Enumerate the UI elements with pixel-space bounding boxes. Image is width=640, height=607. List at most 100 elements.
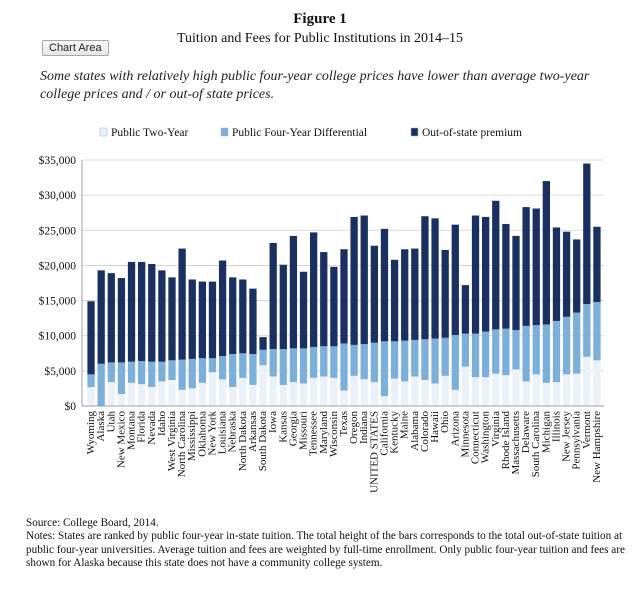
x-tick-label: UNITED STATES [368, 411, 380, 493]
chart-area-button[interactable]: Chart Area [42, 40, 109, 56]
bar-segment [279, 264, 287, 350]
bar-segment [512, 235, 520, 331]
bar-segment [259, 349, 267, 366]
bar-segment [573, 312, 581, 374]
bar-segment [117, 362, 126, 395]
bar-segment [542, 324, 550, 383]
bar-segment [320, 252, 328, 347]
bar-segment [138, 384, 146, 406]
bar-segment [461, 333, 470, 367]
bar-segment [229, 277, 237, 354]
chart-notes: Source: College Board, 2014. Notes: Stat… [26, 517, 626, 571]
bar-segment [97, 363, 105, 406]
bar-segment [330, 377, 338, 406]
bar-segment [158, 381, 166, 406]
x-tick-label: Iowa [267, 411, 279, 433]
x-tick-label: Colorado [419, 411, 431, 452]
bar-segment [188, 388, 196, 406]
bar-segment [552, 320, 561, 383]
bar-segment [299, 348, 308, 384]
x-tick-label: Utah [105, 411, 117, 433]
bar-segment [360, 379, 368, 406]
x-tick-label: Connecticut [470, 411, 482, 464]
bar-segment [310, 232, 318, 347]
y-tick-label: $10,000 [39, 330, 77, 343]
y-tick-label: $5,000 [44, 365, 76, 378]
x-tick-label: New Hampshire [591, 411, 603, 483]
bar-segment [482, 377, 490, 406]
bar-segment [360, 215, 368, 345]
x-tick-label: Delaware [520, 411, 532, 453]
x-tick-label: Nebraska [227, 411, 239, 453]
y-tick-label: $35,000 [39, 154, 77, 167]
bar-segment [593, 226, 601, 302]
bar-segment [380, 341, 389, 397]
bar-segment [451, 389, 459, 406]
x-tick-label: Indiana [358, 411, 370, 444]
bar-segment [542, 181, 550, 325]
legend-swatch-0 [99, 127, 108, 137]
x-tick-label: Ohio [439, 411, 451, 434]
bar-segment [411, 248, 419, 340]
bar-segment [370, 382, 378, 406]
legend-label-2: Out-of-state premium [422, 127, 522, 139]
bar-segment [269, 242, 277, 350]
bar-segment [310, 377, 318, 406]
bar-segment [502, 375, 510, 406]
bar-segment [87, 374, 95, 388]
bar-segment [482, 216, 490, 332]
bar-segment [421, 339, 429, 380]
bar-segment [188, 279, 196, 359]
bar-segment [259, 365, 267, 406]
y-tick-label: $25,000 [39, 224, 77, 237]
x-tick-label: Alaska [95, 411, 107, 442]
bar-segment [532, 374, 540, 406]
bar-segment [269, 376, 277, 406]
bar-segment [138, 261, 146, 362]
x-tick-label: Maryland [318, 411, 330, 454]
bar-segment [380, 396, 389, 406]
bar-segment [168, 360, 176, 380]
bar-segment [117, 278, 126, 363]
bar-segment [502, 223, 510, 329]
bar-segment [310, 346, 318, 378]
bar-segment [542, 382, 550, 406]
x-tick-label: Missouri [298, 411, 310, 450]
x-tick-label: Vermont [581, 411, 593, 449]
bar-segment [441, 375, 449, 406]
bar-segment [87, 387, 95, 406]
bar-segment [87, 301, 95, 375]
x-tick-label: Idaho [156, 411, 168, 437]
bar-segment [370, 342, 378, 383]
x-tick-label: Wyoming [85, 411, 97, 455]
bar-segment [178, 359, 186, 390]
bar-segment [340, 390, 348, 406]
bar-segment [522, 325, 530, 382]
bar-segment [593, 301, 601, 361]
bar-segment [421, 379, 429, 406]
legend-label-1: Public Four-Year Differential [232, 127, 367, 139]
bar-segment [593, 360, 601, 406]
bar-segment [279, 384, 287, 406]
figure-label: Figure 1 [293, 11, 347, 27]
bar-segment [208, 281, 217, 359]
y-axis: $0 $5,000 $10,000 $15,000 $20,000 $25,000 $30,… [39, 154, 83, 413]
bar-segment [127, 361, 136, 383]
x-tick-label: Hawaii [429, 411, 441, 443]
bar-segment [138, 361, 146, 385]
x-tick-label: Arkansas [247, 411, 259, 452]
x-tick-label: Tennessee [308, 411, 320, 456]
bar-segment [532, 325, 540, 375]
x-tick-label: West Virginia [166, 411, 178, 471]
bar-segment [512, 330, 520, 370]
bar-segment [289, 382, 298, 406]
bar-segment [441, 249, 449, 338]
bar-segment [320, 376, 328, 406]
bar-segment [107, 362, 115, 383]
bar-segment [218, 260, 227, 357]
bar-segment [320, 346, 328, 377]
x-tick-label: Louisiana [217, 411, 229, 454]
bar-segment [492, 373, 500, 406]
bar-segment [411, 339, 419, 377]
